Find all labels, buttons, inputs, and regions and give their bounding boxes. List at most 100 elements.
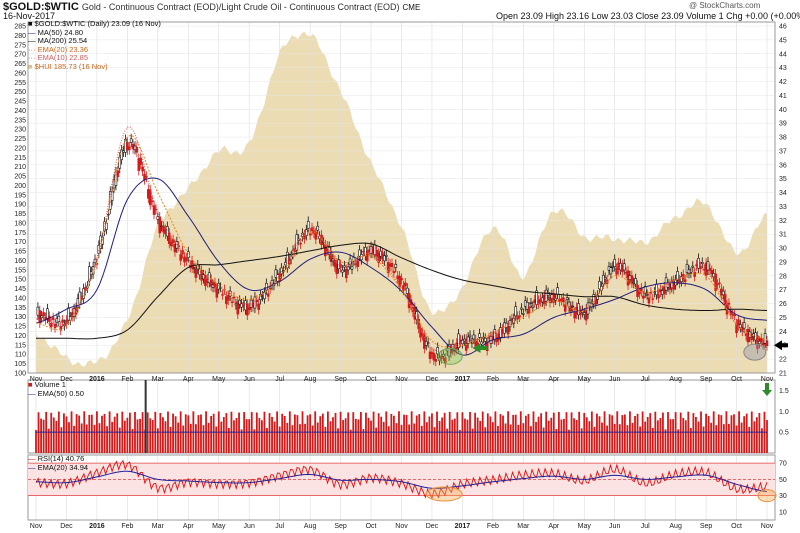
volume-bar bbox=[697, 421, 700, 453]
left-axis-tick: 275 bbox=[14, 42, 26, 49]
volume-bar bbox=[156, 428, 159, 453]
price-bar-body bbox=[346, 266, 350, 271]
price-bar-body bbox=[520, 307, 523, 310]
legend-ma50: — MA(50) 24.80 bbox=[28, 27, 84, 37]
volume-bar bbox=[748, 426, 751, 453]
volume-bar bbox=[476, 417, 479, 453]
price-bar-body bbox=[230, 301, 234, 303]
volume-bar bbox=[367, 417, 370, 453]
volume-bar bbox=[512, 414, 515, 453]
price-bar-body bbox=[194, 267, 198, 278]
price-bar-body bbox=[139, 157, 143, 165]
price-bar-body bbox=[257, 303, 261, 310]
volume-bar bbox=[514, 414, 517, 453]
price-bar-body bbox=[247, 307, 251, 310]
volume-bar bbox=[174, 416, 177, 453]
price-bar-body bbox=[687, 269, 691, 274]
price-bar-body bbox=[699, 266, 702, 269]
volume-bar bbox=[464, 418, 466, 453]
volume-bar bbox=[334, 412, 337, 453]
price-bar-body bbox=[169, 242, 173, 247]
volume-bar bbox=[730, 415, 733, 453]
left-axis-tick: 245 bbox=[14, 99, 26, 106]
price-bar-body bbox=[708, 268, 712, 271]
volume-bar bbox=[225, 413, 228, 453]
x-tick-label: Feb bbox=[487, 376, 499, 383]
volume-bar bbox=[52, 417, 55, 453]
volume-bar bbox=[136, 419, 139, 453]
volume-bar bbox=[182, 425, 185, 453]
price-bar-body bbox=[384, 254, 388, 257]
rsi-axis-tick: 10 bbox=[779, 509, 787, 516]
volume-bar bbox=[651, 427, 654, 453]
price-bar-body bbox=[634, 278, 637, 285]
x-tick-label-bottom: Nov bbox=[761, 523, 774, 530]
price-bar-body bbox=[571, 305, 575, 308]
price-bar-body bbox=[493, 329, 497, 341]
x-tick-label: 2017 bbox=[455, 376, 471, 383]
ema10-line bbox=[35, 126, 768, 352]
right-axis-tick: 22 bbox=[779, 357, 787, 364]
green-down-arrow-icon bbox=[762, 383, 772, 396]
price-bar-body bbox=[141, 166, 144, 172]
main-legend: ■ $GOLD:$WTIC (Daily) 23.09 (16 Nov) — M… bbox=[28, 19, 161, 71]
indicator-lines-layer bbox=[35, 126, 768, 356]
price-bar-body bbox=[316, 225, 320, 231]
volume-bar bbox=[390, 413, 393, 453]
volume-bar bbox=[728, 423, 730, 453]
volume-bar bbox=[517, 424, 520, 453]
left-axis-tick: 265 bbox=[14, 61, 26, 68]
volume-bar bbox=[761, 428, 763, 453]
volume-bar bbox=[103, 413, 106, 453]
price-bar-body bbox=[40, 315, 44, 319]
volume-bar bbox=[116, 413, 119, 453]
price-bar-body bbox=[512, 317, 516, 324]
volume-bar bbox=[606, 425, 608, 453]
left-axis-tick: 260 bbox=[14, 70, 26, 77]
volume-bar bbox=[273, 421, 276, 453]
volume-bar bbox=[321, 413, 324, 453]
left-axis-tick: 230 bbox=[14, 127, 26, 134]
volume-bar bbox=[413, 423, 416, 453]
volume-bar bbox=[377, 413, 380, 453]
x-tick-label: Dec bbox=[60, 376, 73, 383]
volume-bar bbox=[233, 420, 235, 453]
left-axis-tick: 285 bbox=[14, 24, 26, 31]
x-tick-label-bottom: May bbox=[212, 523, 226, 530]
price-bar-body bbox=[716, 283, 719, 286]
volume-bar bbox=[717, 414, 720, 453]
volume-axis-tick: 0.5 bbox=[779, 430, 789, 437]
price-bar-body bbox=[255, 299, 259, 303]
black-arrow-icon bbox=[774, 340, 788, 351]
volume-bar bbox=[499, 414, 502, 453]
volume-bar bbox=[73, 425, 75, 453]
volume-bar bbox=[35, 430, 37, 453]
price-bar-body bbox=[739, 324, 742, 328]
right-axis-tick: 31 bbox=[779, 232, 787, 239]
price-bar-body bbox=[383, 255, 386, 262]
right-axis-tick: 30 bbox=[779, 246, 787, 253]
axis-labels: Nov Nov Dec Dec 2016 2016 Feb Feb Mar Mar Apr Apr Ma… bbox=[14, 24, 789, 531]
volume-bar bbox=[573, 418, 575, 453]
volume-bar bbox=[220, 421, 223, 453]
price-bar-body bbox=[651, 298, 655, 300]
volume-bar bbox=[585, 417, 588, 453]
price-bar-body bbox=[263, 291, 266, 300]
price-bar-body bbox=[232, 296, 236, 299]
price-bar-body bbox=[392, 271, 396, 274]
left-axis-tick: 150 bbox=[14, 277, 26, 284]
volume-bar bbox=[80, 423, 83, 453]
left-axis-tick: 280 bbox=[14, 33, 26, 40]
price-bar-body bbox=[162, 226, 165, 233]
price-bar-body bbox=[680, 276, 683, 282]
price-bar-body bbox=[689, 272, 693, 274]
volume-bar bbox=[415, 415, 418, 453]
volume-bar bbox=[75, 414, 78, 453]
x-tick-label-bottom: Oct bbox=[366, 523, 377, 530]
volume-bar bbox=[504, 423, 507, 453]
legend-rsi-ema: — EMA(20) 34.94 bbox=[28, 462, 89, 472]
rsi-layer bbox=[28, 459, 775, 500]
volume-bar bbox=[337, 428, 339, 453]
chart-date: 16-Nov-2017 bbox=[3, 11, 56, 21]
x-tick-label-bottom: Aug bbox=[304, 523, 317, 530]
